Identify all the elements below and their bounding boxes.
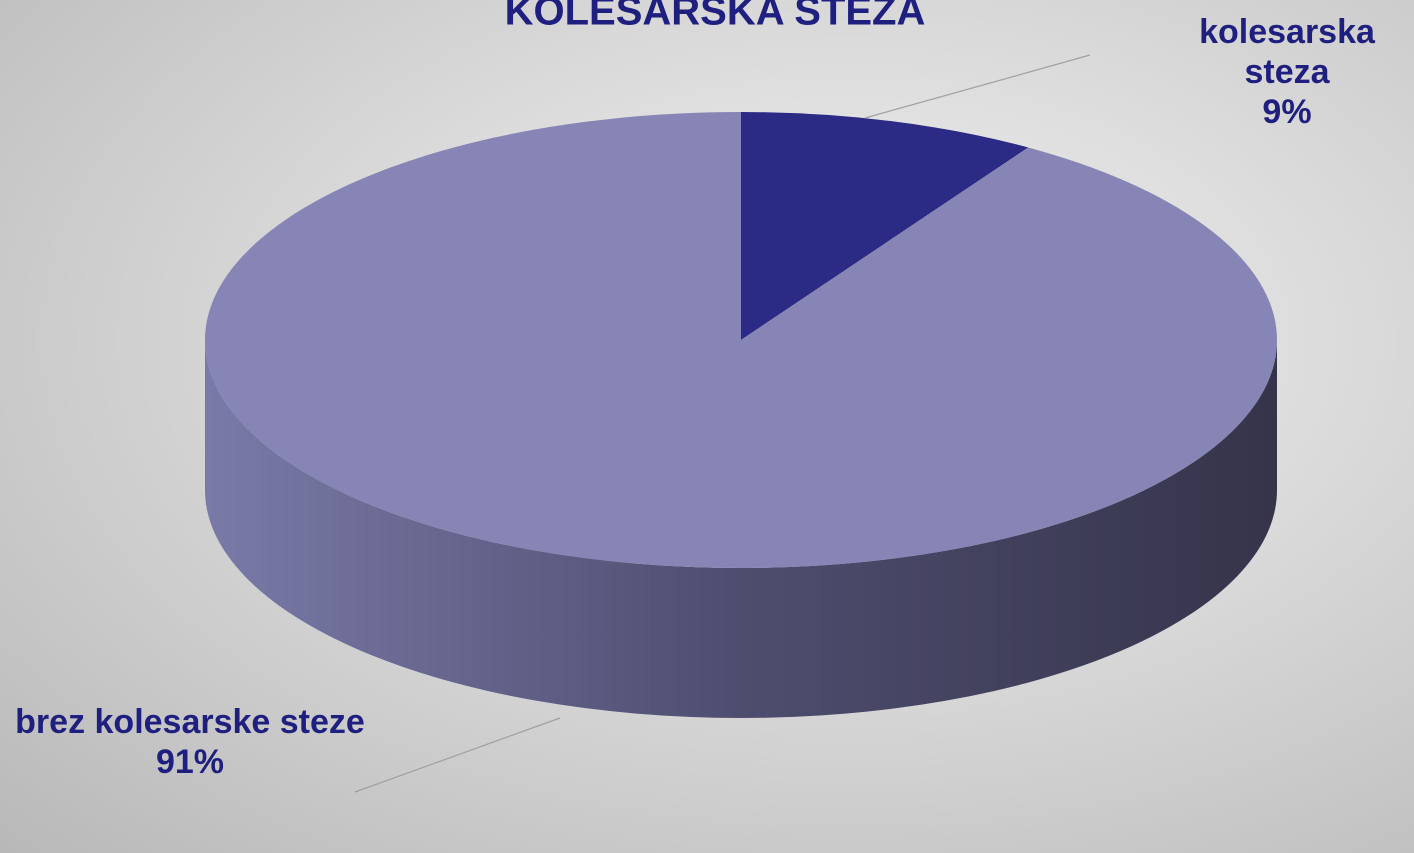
leader-line	[864, 54, 1091, 119]
pie-slice	[204, 112, 1277, 569]
slice-value-label: 91%	[155, 743, 225, 781]
slice-label: brez kolesarske steze 91%	[5, 702, 375, 782]
slice-label: kolesarska steza 9%	[1167, 12, 1407, 132]
pie-slice	[741, 112, 1029, 340]
leader-line	[354, 717, 561, 793]
pie-side	[205, 340, 1277, 718]
chart-title: KOLESARSKA STEZA	[505, 0, 926, 34]
slice-value-label: 9%	[1262, 93, 1312, 131]
slice-category-label: brez kolesarske steze	[15, 703, 365, 741]
slice-category-label: kolesarska steza	[1199, 13, 1375, 91]
